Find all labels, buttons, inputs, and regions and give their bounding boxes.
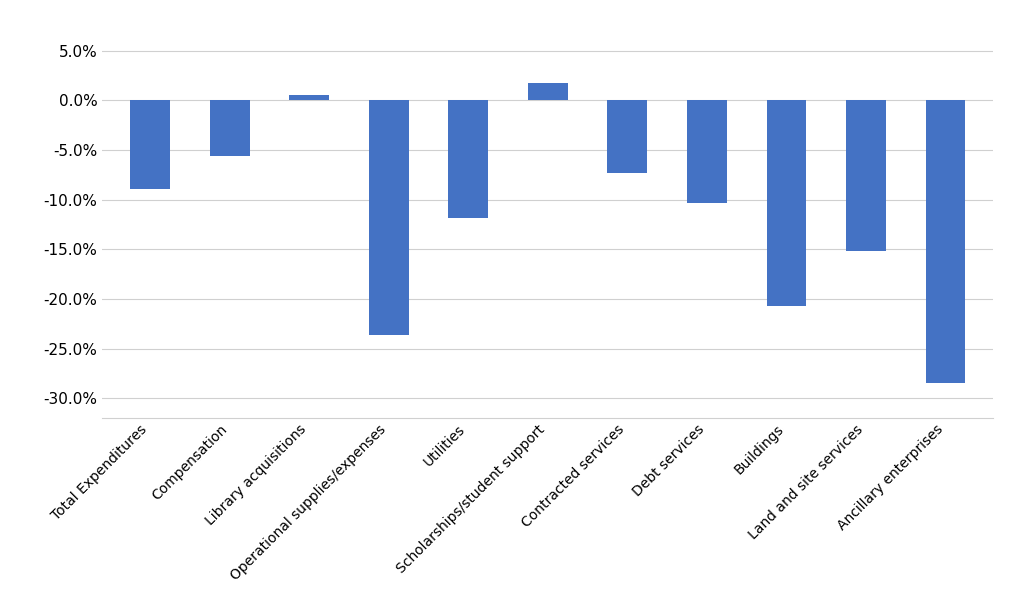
- Bar: [210, 100, 250, 156]
- Bar: [369, 100, 409, 335]
- Bar: [926, 100, 966, 383]
- Bar: [449, 100, 488, 218]
- Bar: [846, 100, 886, 252]
- Bar: [290, 95, 329, 100]
- Bar: [528, 84, 567, 100]
- Bar: [767, 100, 806, 306]
- Bar: [130, 100, 170, 189]
- Bar: [687, 100, 727, 202]
- Bar: [607, 100, 647, 173]
